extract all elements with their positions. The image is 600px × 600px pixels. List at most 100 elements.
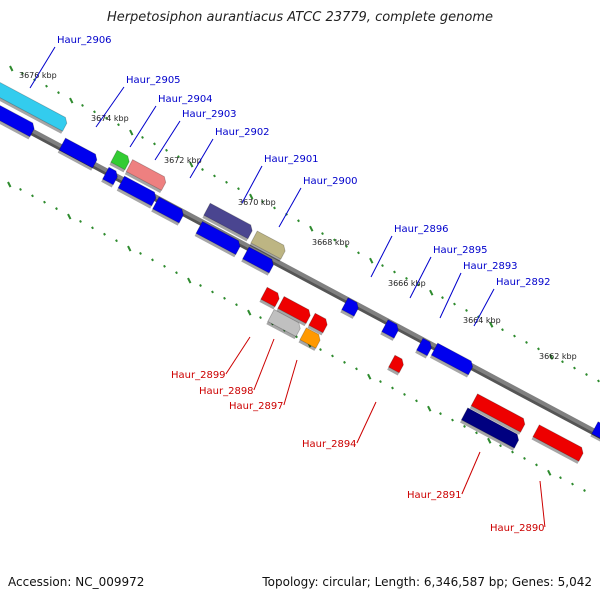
leader-line [356,401,377,444]
gene-box-haur-2899 [266,308,301,340]
gene-box-haur-2892 [429,342,474,378]
gene-label-forward: Haur_2905 [126,75,181,86]
upper-tick-mark [129,129,134,136]
gene-box-haur-2905a [0,100,35,140]
lower-tick-mark [427,405,432,412]
upper-tick-mark [105,116,108,120]
lower-tick-mark [439,412,442,416]
gene-box-haur-2891b [460,407,520,451]
gene-box-haur-2901a [151,196,184,226]
gene-box-haur-2900 [249,230,286,262]
kbp-label: 3668 kbp [312,238,350,247]
gene-box-edge [590,421,600,443]
lower-tick-mark [379,380,382,384]
lower-tick-mark [91,226,94,230]
lower-tick-mark [7,181,12,188]
upper-tick-mark [237,187,240,191]
leader-line [253,338,275,391]
gene-label-forward: Haur_2906 [57,35,112,46]
lower-tick-mark [67,213,72,220]
gene-box-haur-2903 [124,159,167,194]
lower-tick-mark [559,476,562,480]
upper-tick-mark [405,276,408,280]
upper-tick-mark [165,148,168,152]
lower-tick-mark [55,207,58,211]
leader-line [461,451,481,495]
leader-line [225,336,251,375]
gene-box-haur-2902 [101,166,118,188]
upper-tick-mark [141,136,144,139]
lower-tick-mark [163,264,166,268]
gene-label-reverse: Haur_2899 [171,370,226,381]
topology-text: Topology: circular; Length: 6,346,587 bp… [262,575,592,589]
upper-tick-mark [393,270,396,274]
gene-box-haur-2901 [202,202,253,242]
gene-box-haur-2900a [194,220,241,258]
kbp-label: 3674 kbp [91,114,129,123]
lower-tick-mark [187,277,192,284]
lower-tick-mark [247,309,252,316]
upper-tick-mark [201,168,204,171]
lower-tick-mark [319,348,322,352]
upper-tick-mark [81,103,84,107]
gene-box-haur-2897 [298,327,321,351]
upper-tick-mark [93,110,96,114]
upper-tick-mark [537,347,540,351]
gene-box-haur-2893 [415,337,432,359]
upper-tick-mark [585,373,588,376]
gene-box-haur-2891 [469,393,526,435]
lower-tick-mark [199,284,202,287]
upper-tick-mark [549,353,554,360]
lower-tick-mark [523,457,526,460]
lower-tick-mark [223,296,226,300]
leader-line [189,138,214,179]
gene-label-reverse: Haur_2890 [490,523,545,534]
upper-tick-mark [441,296,444,300]
genome-title: Herpetosiphon aurantiacus ATCC 23779, co… [106,10,494,25]
upper-tick-mark [309,225,314,232]
gene-label-forward: Haur_2901 [264,154,319,165]
lower-tick-mark [391,386,394,390]
gene-box-haur-2896a [241,246,274,276]
leader-line [278,187,302,228]
lower-tick-mark [103,232,106,236]
lower-tick-mark [115,239,118,243]
lower-tick-mark [175,271,178,275]
lower-tick-mark [403,392,406,396]
upper-tick-mark [465,308,468,312]
gene-box-haur-2902b [116,175,157,209]
lower-tick-mark [511,450,514,454]
leader-line [370,235,393,278]
lower-tick-mark [583,489,586,492]
upper-tick-mark [273,206,276,210]
gene-label-forward: Haur_2900 [303,176,358,187]
lower-tick-mark [211,290,214,294]
upper-tick-mark [9,65,14,72]
gene-box-haur-2899b [276,295,311,327]
upper-tick-mark [261,200,264,203]
gene-label-reverse: Haur_2894 [302,439,357,450]
lower-tick-mark [343,360,346,364]
lower-tick-mark [547,469,552,476]
upper-tick-mark [153,142,156,146]
lower-tick-mark [571,482,574,486]
upper-tick-mark [177,155,180,159]
upper-tick-mark [333,238,336,242]
gene-box-haur-2905 [57,137,98,171]
upper-tick-mark [501,328,504,332]
lower-tick-mark [259,316,262,319]
lower-tick-mark [475,431,478,435]
lower-tick-mark [31,194,34,198]
gene-label-forward: Haur_2903 [182,109,237,120]
gene-box-haur-2890 [531,424,584,464]
gene-box-haur-2896 [340,297,359,319]
lower-tick-mark [367,373,372,380]
leader-line [409,256,432,299]
upper-tick-mark [381,264,384,268]
leader-line [539,480,546,528]
gene-label-forward: Haur_2904 [158,94,213,105]
lower-tick-mark [127,245,132,252]
gene-label-reverse: Haur_2891 [407,490,462,501]
leader-line [129,105,157,148]
